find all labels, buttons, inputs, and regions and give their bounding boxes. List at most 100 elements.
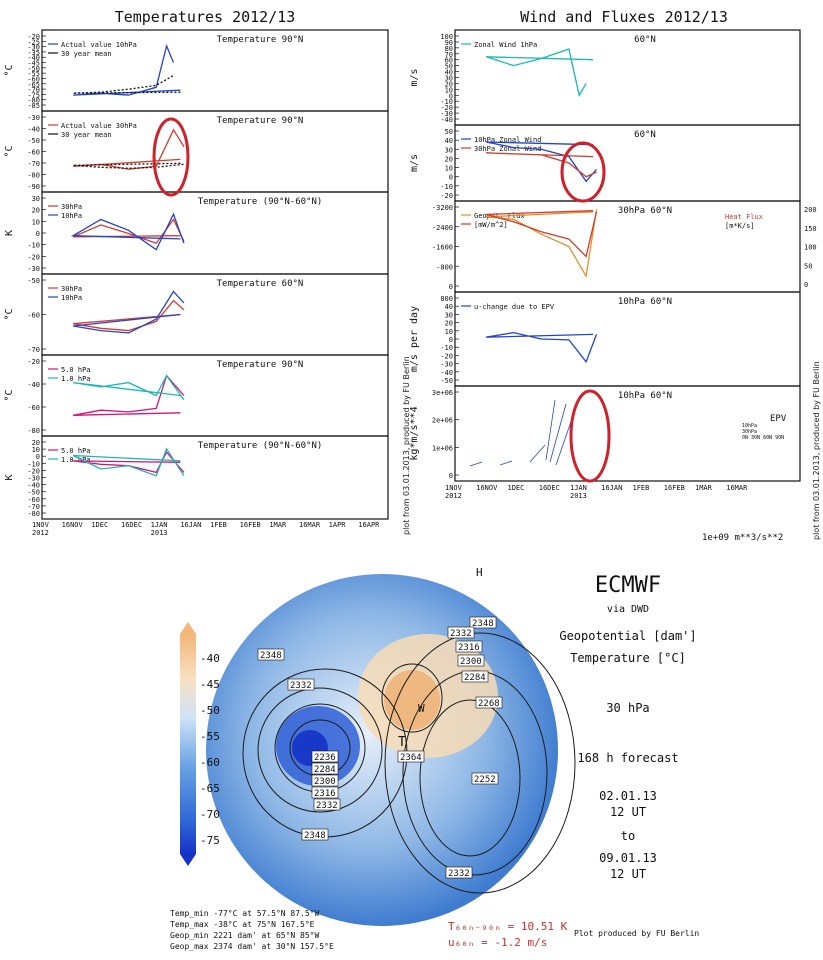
left-xtick-label: 1MAR	[269, 521, 287, 529]
right-legend-label: Zonal Wind 1hPa	[474, 41, 537, 49]
right-ytick-label: 40	[445, 137, 453, 145]
right-panel-title: 30hPa 60°N	[618, 206, 672, 216]
left-series-line	[70, 212, 185, 251]
right-ytick-label: 40	[445, 69, 453, 77]
colorbar-label: -50	[200, 704, 220, 717]
epv-arrow	[469, 461, 483, 467]
right-ytick-label: 0	[449, 174, 453, 182]
contour-label: 2332	[316, 801, 338, 811]
right-xtick-label: 1NOV	[445, 484, 463, 492]
contour-label-box	[311, 750, 339, 763]
colorbar-label: -55	[200, 730, 220, 743]
right-ytick-label: 2e+06	[432, 417, 453, 425]
left-ytick-label: -55	[27, 70, 40, 78]
contour-label: 2300	[314, 777, 336, 787]
right-ytick-label: -40	[440, 369, 453, 377]
left-ytick-label: -65	[27, 81, 40, 89]
left-xtick-label: 1JAN	[151, 521, 168, 529]
right-ytick-label: -40	[440, 116, 453, 124]
left-ytick-label: -80	[27, 172, 40, 180]
map-level: 30 hPa	[606, 701, 649, 715]
right-ytick-label: 80	[445, 45, 453, 53]
contour-label: 2236	[314, 753, 336, 763]
right-xtick-label: 1DEC	[508, 484, 525, 492]
right-series-line	[485, 210, 598, 258]
low-marker: T	[398, 735, 406, 750]
left-legend-label: 30hPa	[61, 203, 82, 211]
left-ytick-label: -60	[27, 75, 40, 83]
contour-label-box	[313, 798, 341, 811]
right-legend-label: [mW/m^2]	[474, 221, 508, 229]
left-unit: K	[4, 230, 15, 236]
left-ytick-label: 0	[36, 453, 40, 461]
right-ytick-label: 90	[445, 39, 453, 47]
left-panel-title: Temperature (90°N-60°N)	[198, 441, 323, 451]
map-date2: 09.01.13	[599, 851, 657, 865]
left-ytick-label: -40	[27, 482, 40, 490]
polar-map: 2348233223162300228422682252236423482332…	[160, 548, 708, 958]
map-time2: 12 UT	[610, 867, 646, 881]
left-ytick-label: -50	[27, 277, 40, 285]
right-ytick-label: -1600	[432, 244, 453, 252]
left-xyear-label: 2013	[151, 529, 168, 537]
right-ytick-label: -10	[440, 344, 453, 352]
contour-label: 2332	[450, 629, 472, 639]
contour-label: 2300	[460, 657, 482, 667]
right-ytick-label: -20	[440, 104, 453, 112]
left-ytick-label: -30	[27, 44, 40, 52]
right-legend-label: 30hPa	[742, 429, 757, 435]
left-unit: °C	[4, 64, 15, 76]
left-ytick-label: -20	[27, 33, 40, 41]
colorbar-bottom-cap	[180, 854, 196, 866]
left-ytick-label: 20	[32, 439, 40, 447]
right-panel-title: 60°N	[634, 130, 656, 140]
left-xtick-label: 1NOV	[32, 521, 50, 529]
left-ytick-label: -10	[27, 460, 40, 468]
left-title: Temperatures 2012/13	[115, 8, 296, 26]
left-ytick-label: -30	[27, 265, 40, 273]
left-series-line	[72, 290, 185, 334]
right-ytick-label: 20	[445, 155, 453, 163]
left-panel-title: Temperature 60°N	[217, 279, 304, 289]
right-legend-label: u-change due to EPV	[474, 303, 555, 311]
left-ytick-label: -50	[27, 65, 40, 73]
map-title: ECMWF	[595, 573, 661, 598]
map-date1: 02.01.13	[599, 789, 657, 803]
colorbar-labels: -40 -45 -50 -55 -60 -65 -70 -75	[200, 652, 220, 847]
contour-label-box	[445, 866, 473, 879]
left-ytick-label: -85	[27, 102, 40, 110]
map-credit: Plot produced by FU Berlin	[574, 929, 699, 938]
delta-t: T₆₀ₙ₋₉₀ₙ = 10.51 K	[448, 920, 568, 933]
left-legend-label: 30 year mean	[61, 50, 112, 58]
u60: u₆₀ₙ = -1.2 m/s	[448, 936, 547, 949]
left-panel-title: Temperature 90°N	[217, 360, 304, 370]
epv-arrow	[549, 403, 567, 463]
left-ytick-label: -80	[27, 97, 40, 105]
right-ytick-label: 60	[445, 57, 453, 65]
left-xtick-label: 16DEC	[121, 521, 142, 529]
left-ytick-label: -90	[27, 183, 40, 191]
stat-temp-max: Temp_max -38°C at 75°N 167.5°E	[170, 920, 315, 929]
right-legend-label: 0N 30N 60N 90N	[742, 435, 784, 441]
contour-label-box	[475, 696, 503, 709]
left-ytick-label: -45	[27, 60, 40, 68]
left-xtick-label: 16NOV	[62, 521, 84, 529]
colorbar-label: -40	[200, 652, 220, 665]
contour-label-box	[311, 786, 339, 799]
left-ytick-label: -70	[27, 503, 40, 511]
left-ytick-label: 30	[32, 195, 40, 203]
right-panels: 1009080706050403020100-10-20-30-40m/s60°…	[409, 29, 817, 500]
right-ytick-label: 20	[445, 320, 453, 328]
contour-label-box	[461, 670, 489, 683]
right-xtick-label: 16DEC	[539, 484, 560, 492]
right-ytick-label: -3200	[432, 204, 453, 212]
left-panel-title: Temperature (90°N-60°N)	[198, 197, 323, 207]
left-unit: °C	[4, 308, 15, 320]
contour-label: 2332	[290, 681, 312, 691]
left-ytick-label: 10	[32, 218, 40, 226]
right-unit: m/s per day	[409, 306, 420, 372]
left-ytick-label: -70	[27, 346, 40, 354]
left-ytick-label: -20	[27, 358, 40, 366]
right-panel-title: 10hPa 60°N	[618, 297, 672, 307]
left-ytick-label: -70	[27, 86, 40, 94]
